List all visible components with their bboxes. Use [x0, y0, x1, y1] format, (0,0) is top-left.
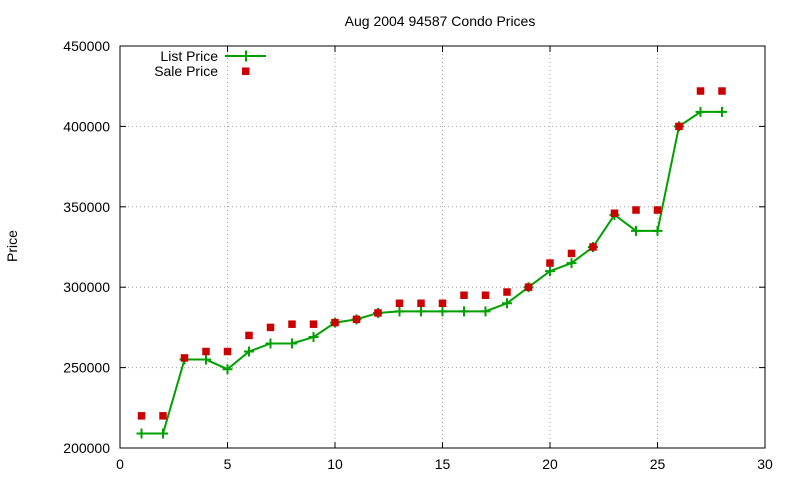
data-point: [352, 315, 361, 324]
legend-label-list-price: List Price: [160, 48, 218, 64]
data-point: [653, 206, 662, 214]
data-point: [331, 318, 339, 327]
data-point: [567, 249, 576, 258]
x-tick-label: 15: [435, 456, 451, 472]
series-line: [141, 110, 722, 435]
data-point: [202, 347, 210, 356]
y-tick-label: 250000: [63, 360, 110, 376]
series-list-price: [136, 106, 727, 439]
data-point: [416, 306, 426, 317]
data-point: [675, 122, 683, 131]
data-point: [631, 225, 641, 236]
data-point: [309, 320, 318, 328]
legend-label-sale-price: Sale Price: [154, 63, 218, 79]
x-tick-label: 20: [542, 456, 558, 472]
series-sale-price: [137, 87, 726, 420]
data-point: [288, 320, 296, 328]
x-tick-label: 0: [116, 456, 124, 472]
data-point: [137, 412, 146, 420]
grid: [120, 46, 765, 448]
data-point: [158, 428, 168, 439]
data-point: [718, 87, 726, 95]
data-point: [460, 291, 468, 299]
y-tick-label: 450000: [63, 38, 110, 54]
x-tick-label: 5: [224, 456, 232, 472]
data-point: [502, 298, 512, 309]
data-point: [395, 299, 404, 308]
data-point: [136, 428, 147, 439]
data-point: [695, 106, 706, 117]
x-tick-label: 25: [650, 456, 666, 472]
data-point: [201, 354, 211, 365]
x-tick-label: 10: [327, 456, 343, 472]
legend-marker-list-price: [240, 50, 252, 62]
data-point: [159, 412, 167, 420]
chart-title: Aug 2004 94587 Condo Prices: [345, 13, 536, 29]
data-point: [696, 87, 705, 95]
data-point: [437, 306, 448, 317]
data-point: [589, 243, 597, 251]
data-point: [545, 266, 555, 277]
data-point: [632, 206, 640, 214]
data-point: [546, 259, 554, 267]
data-point: [180, 354, 189, 362]
data-point: [265, 338, 276, 349]
y-tick-label: 400000: [63, 118, 110, 134]
data-point: [610, 209, 619, 217]
data-point: [417, 299, 425, 308]
data-point: [481, 291, 490, 299]
data-point: [652, 225, 663, 236]
data-point: [717, 106, 727, 117]
data-point: [244, 346, 254, 357]
series-layer: [136, 87, 727, 439]
data-point: [374, 309, 382, 317]
data-point: [438, 299, 447, 308]
data-point: [223, 347, 232, 356]
data-point: [245, 331, 253, 340]
x-tick-label: 30: [757, 456, 773, 472]
y-axis-label: Price: [4, 230, 20, 262]
data-point: [566, 258, 577, 269]
y-tick-label: 200000: [63, 440, 110, 456]
data-point: [459, 306, 469, 317]
data-point: [503, 288, 511, 296]
data-point: [308, 332, 319, 343]
legend-marker-sale-price: [242, 67, 250, 75]
data-point: [524, 283, 533, 291]
y-tick-label: 350000: [63, 199, 110, 215]
data-point: [266, 323, 275, 332]
axis-ticks: 0 5 10 15 20 25 30 200000 250000 300000 350000 4000…: [63, 38, 773, 472]
data-point: [480, 306, 491, 317]
legend: List Price Sale Price: [154, 48, 266, 79]
data-point: [287, 338, 297, 349]
data-point: [222, 364, 233, 375]
y-tick-label: 300000: [63, 279, 110, 295]
data-point: [394, 306, 405, 317]
